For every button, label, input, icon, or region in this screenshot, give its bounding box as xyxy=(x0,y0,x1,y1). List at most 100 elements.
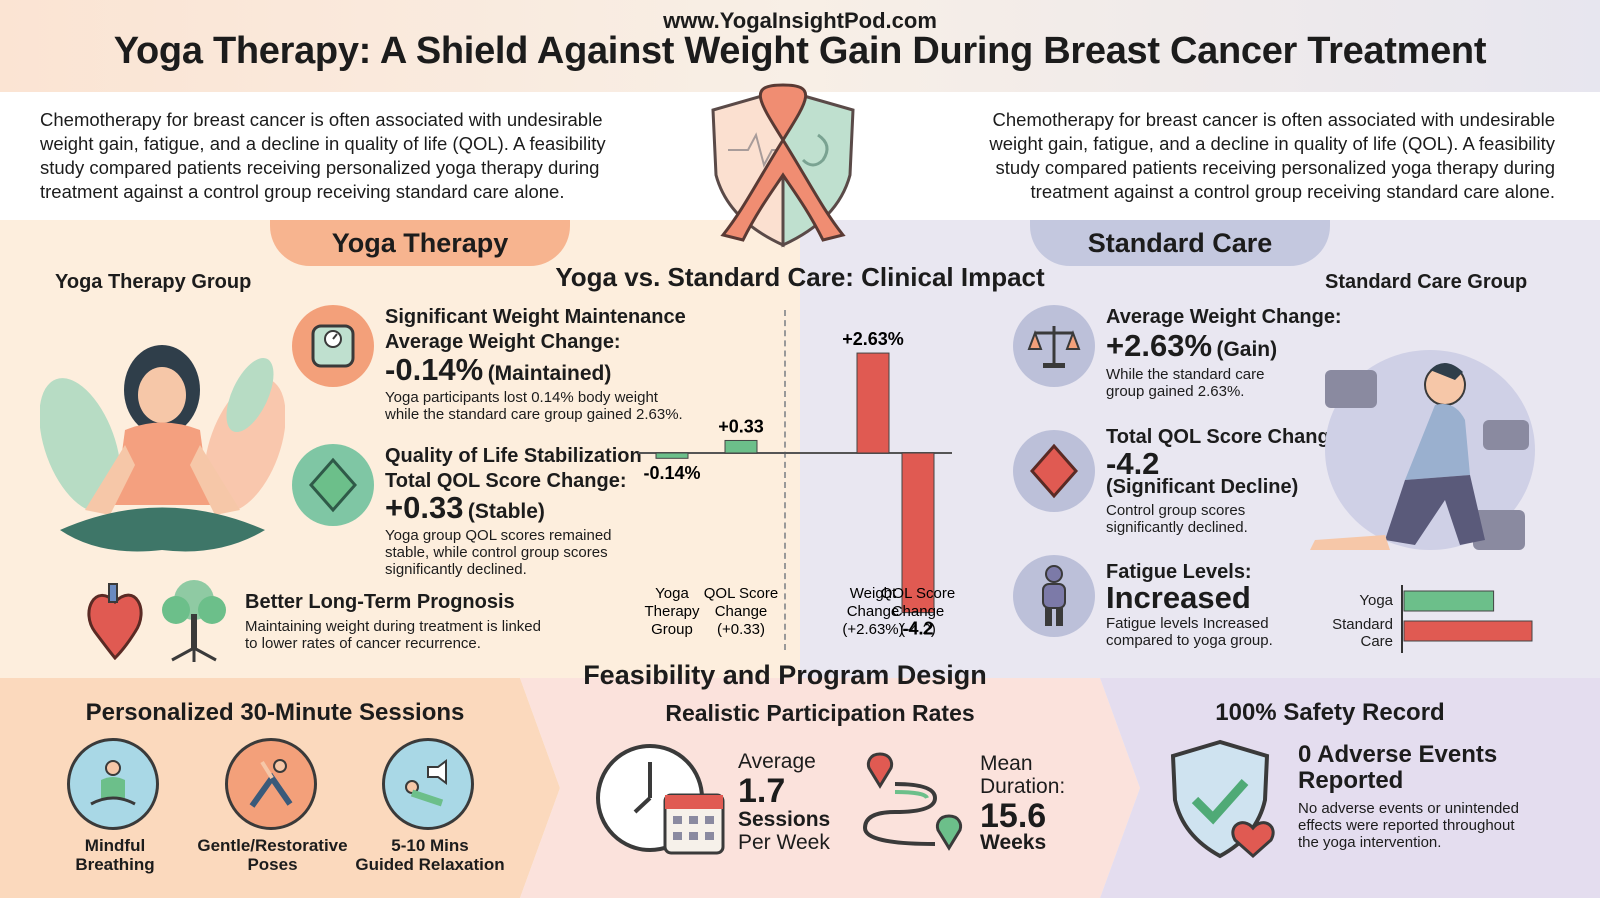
breathing-icon xyxy=(67,738,159,830)
fatigue-bar-0 xyxy=(1403,590,1495,612)
qol-title-2: Total QOL Score Change: xyxy=(385,470,627,492)
site-url: www.YogaInsightPod.com xyxy=(663,8,937,33)
weight-value-row: -0.14% (Maintained) xyxy=(385,352,611,388)
heart-organ-icon xyxy=(87,583,143,660)
fatigue-value: Increased xyxy=(1106,580,1251,615)
fatigue-bar-1 xyxy=(1403,620,1533,642)
prognosis-title: Better Long-Term Prognosis xyxy=(245,591,515,613)
intro-text-right: Chemotherapy for breast cancer is often … xyxy=(989,109,1555,202)
chart-category-label-2-0: Weight xyxy=(850,585,897,602)
qol-title-1: Quality of Life Stabilization xyxy=(385,445,642,467)
chart-category-label-3-2: (-4.2) xyxy=(900,621,936,638)
std-weight-value-row: +2.63% (Gain) xyxy=(1106,328,1277,364)
safety-note: No adverse events or unintended effects … xyxy=(1298,800,1519,851)
standard-group-heading: Standard Care Group xyxy=(1325,271,1528,293)
chart-category-label-1-2: (+0.33) xyxy=(717,621,765,638)
avg-label: Average xyxy=(738,750,816,773)
tab-yoga-therapy: Yoga Therapy xyxy=(270,220,570,266)
header-background xyxy=(0,0,1600,92)
route-map-pin-icon xyxy=(862,752,963,851)
feasibility-title: Feasibility and Program Design xyxy=(583,660,987,690)
avg-value: 1.7 xyxy=(738,772,786,810)
tab-yoga-label: Yoga Therapy xyxy=(331,227,509,258)
chart-category-label-0-0: Yoga xyxy=(655,585,689,602)
weight-title-2: Average Weight Change: xyxy=(385,331,621,353)
chart-bar-2 xyxy=(856,352,890,454)
page-title: Yoga Therapy: A Shield Against Weight Ga… xyxy=(113,30,1487,72)
feasibility-subtitle: Realistic Participation Rates xyxy=(665,700,975,726)
chart-category-label-0-2: Group xyxy=(651,621,693,638)
red-diamond-icon xyxy=(1013,430,1095,512)
session-breathing-line2: Breathing xyxy=(75,855,155,874)
session-item-breathing: Mindful Breathing xyxy=(40,836,190,874)
chart-value-label-0: -0.14% xyxy=(643,463,700,483)
chart-category-label-3-0: QOL Score xyxy=(881,585,955,602)
exhausted-illustration xyxy=(1310,350,1535,550)
fatigue-bar-label-standard: Standard Care xyxy=(1332,616,1393,650)
session-poses-line1: Gentle/Restorative xyxy=(197,836,348,855)
mean-unit: Weeks xyxy=(980,831,1047,854)
relaxation-audio-icon xyxy=(382,738,474,830)
chart-bar-0 xyxy=(655,452,689,459)
yoga-qol-value: +0.33 xyxy=(385,490,464,525)
yoga-group-heading: Yoga Therapy Group xyxy=(55,271,252,293)
mean-label-2: Duration: xyxy=(980,775,1066,798)
safety-headline-2: Reported xyxy=(1298,767,1404,794)
std-qol-title: Total QOL Score Change: xyxy=(1106,426,1348,448)
yoga-weight-qualifier: (Maintained) xyxy=(487,362,612,385)
chart-value-label-2: +2.63% xyxy=(842,329,904,349)
session-poses-line2: Poses xyxy=(247,855,298,874)
chart-bar-1 xyxy=(724,439,758,454)
safety-headline-1: 0 Adverse Events xyxy=(1298,741,1498,768)
tired-person-icon xyxy=(1013,555,1095,637)
session-breathing-line1: Mindful xyxy=(84,836,146,855)
prognosis-note: Maintaining weight during treatment is l… xyxy=(245,618,541,652)
safety-shield-icon xyxy=(1170,739,1275,859)
sessions-title: Personalized 30-Minute Sessions xyxy=(85,699,465,726)
fatigue-note: Fatigue levels Increased compared to yog… xyxy=(1106,615,1273,649)
fatigue-chart xyxy=(1401,585,1533,653)
yoga-weight-note: Yoga participants lost 0.14% body weight… xyxy=(385,389,683,423)
intro-text-left: Chemotherapy for breast cancer is often … xyxy=(40,109,606,202)
std-weight-value: +2.63% xyxy=(1106,328,1213,363)
tab-standard-care: Standard Care xyxy=(1030,220,1330,266)
yoga-qol-qualifier: (Stable) xyxy=(467,500,545,523)
chart-bar-3 xyxy=(901,452,935,614)
ribbon-shield-icon xyxy=(711,83,855,248)
balance-scale-icon xyxy=(1013,305,1095,387)
center-divider xyxy=(784,310,786,650)
chart-value-label-3: -4.2 xyxy=(902,619,933,639)
session-item-relaxation: 5-10 Mins Guided Relaxation xyxy=(350,836,510,874)
diamond-icon xyxy=(292,444,374,526)
chart-category-label-2-2: (+2.63%) xyxy=(842,621,903,638)
chart-category-label-1-1: Change xyxy=(715,603,768,620)
weight-title-1: Significant Weight Maintenance xyxy=(385,306,686,328)
meditation-illustration xyxy=(40,345,285,552)
center-title: Yoga vs. Standard Care: Clinical Impact xyxy=(555,262,1045,292)
stretch-pose-icon xyxy=(225,738,317,830)
chart-value-label-1: +0.33 xyxy=(718,416,764,436)
std-weight-qualifier: (Gain) xyxy=(1216,338,1278,361)
avg-unit-1: Sessions xyxy=(738,808,831,831)
std-qol-value: -4.2 xyxy=(1106,446,1160,481)
std-weight-note: While the standard care group gained 2.6… xyxy=(1106,366,1265,400)
fatigue-bar-label-yoga: Yoga xyxy=(1359,592,1393,609)
fatigue-title: Fatigue Levels: xyxy=(1106,561,1252,583)
mean-label-1: Mean xyxy=(980,752,1033,775)
chart-category-label-1-0: QOL Score xyxy=(704,585,778,602)
session-relaxation-line1: 5-10 Mins xyxy=(391,836,469,855)
yoga-weight-value: -0.14% xyxy=(385,352,484,387)
mean-value: 15.6 xyxy=(980,797,1047,835)
std-qol-note: Control group scores significantly decli… xyxy=(1106,502,1248,536)
avg-unit-2: Per Week xyxy=(738,831,830,854)
std-weight-title: Average Weight Change: xyxy=(1106,306,1342,328)
clock-calendar-icon xyxy=(596,744,725,855)
scale-icon xyxy=(292,305,374,387)
session-relaxation-line2: Guided Relaxation xyxy=(355,855,505,874)
chart-category-label-3-1: Change xyxy=(892,603,945,620)
chart-category-label-0-1: Therapy xyxy=(644,603,700,620)
yoga-qol-note: Yoga group QOL scores remained stable, w… xyxy=(385,527,612,578)
tab-standard-label: Standard Care xyxy=(1087,227,1273,258)
safety-title: 100% Safety Record xyxy=(1215,699,1445,726)
